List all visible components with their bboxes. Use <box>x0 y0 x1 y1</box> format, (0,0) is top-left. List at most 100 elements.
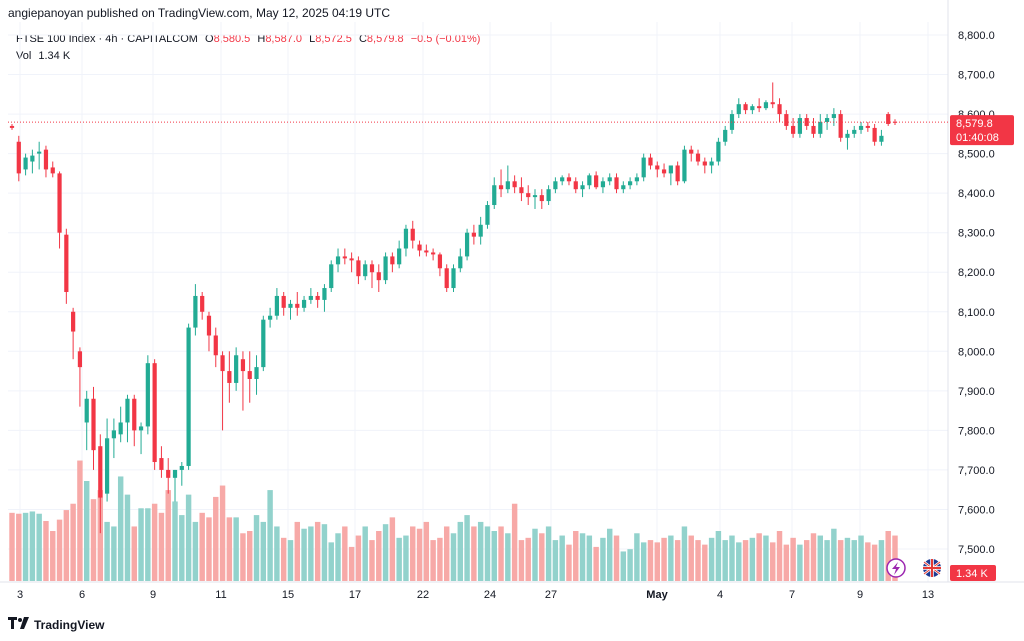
candle-body <box>16 141 21 174</box>
candle-body <box>335 256 341 265</box>
volume-bar <box>206 517 212 581</box>
candle-body <box>485 205 490 225</box>
volume-bar <box>389 517 396 581</box>
candle-body <box>200 295 205 312</box>
high-label: H <box>257 33 266 45</box>
volume-bar <box>579 533 586 581</box>
candle-body <box>50 167 55 174</box>
volume-bar <box>681 526 688 581</box>
volume-bar <box>647 540 654 581</box>
lightning-glyph-icon <box>892 562 900 575</box>
volume-bar <box>810 533 817 581</box>
volume-bar <box>430 540 436 581</box>
publisher-credit: angiepanoyan published on TradingView.co… <box>8 6 391 20</box>
candle-body <box>227 371 232 383</box>
volume-bar <box>124 494 131 581</box>
high-value: 8,587.0 <box>265 33 303 45</box>
volume-bar <box>892 535 898 581</box>
candle-body <box>138 426 144 431</box>
x-tick-label: 13 <box>922 589 934 601</box>
candle-body <box>872 127 877 142</box>
candle-body <box>682 149 687 182</box>
volume-bar <box>158 512 165 581</box>
price-tag <box>950 115 1014 146</box>
volume-bar <box>308 526 314 581</box>
volume-bar <box>532 528 538 581</box>
candle-body <box>247 371 252 379</box>
candle-body <box>64 234 69 292</box>
volume-bar <box>620 551 627 581</box>
x-tick-label: 17 <box>349 589 361 601</box>
candle-body <box>417 244 422 251</box>
volume-bar <box>763 535 769 581</box>
candle-body <box>220 355 225 372</box>
candle-body <box>234 355 239 383</box>
volume-bar <box>702 544 708 581</box>
tradingview-footer: TradingView <box>8 617 104 632</box>
volume-bar <box>97 490 104 581</box>
candle-body <box>777 104 782 115</box>
candle-body <box>614 177 619 190</box>
volume-bar <box>56 519 63 581</box>
candle-body <box>410 228 415 241</box>
volume-bar <box>185 494 192 581</box>
candle-body <box>838 114 843 138</box>
volume-bar <box>770 542 776 581</box>
candle-body <box>505 181 510 190</box>
volume-bar <box>29 511 36 581</box>
candle-body <box>193 295 198 328</box>
symbol-title[interactable]: FTSE 100 Index · 4h · CAPITALCOM <box>16 33 198 45</box>
volume-bar <box>851 540 857 581</box>
candle-body <box>315 295 320 300</box>
volume-bar <box>416 528 423 581</box>
volume-bar <box>654 542 660 581</box>
volume-bar <box>138 508 144 581</box>
candle-body <box>546 189 551 202</box>
volume-bar <box>668 535 674 581</box>
candle-body <box>757 106 762 109</box>
candle-body <box>132 398 137 431</box>
volume-bar <box>301 528 307 581</box>
x-tick-label: 7 <box>789 589 795 601</box>
candle-body <box>661 169 667 174</box>
close-label: C <box>358 33 367 45</box>
candle-body <box>607 177 612 182</box>
candle-body <box>763 102 769 109</box>
x-tick-label: 6 <box>79 589 85 601</box>
volume-bar <box>219 485 226 581</box>
candle-body <box>723 129 728 142</box>
volume-bar <box>151 503 158 581</box>
y-tick-label: 8,400.0 <box>958 188 995 200</box>
volume-bar <box>498 526 504 581</box>
candle-body <box>186 327 191 466</box>
volume-bar <box>783 544 790 581</box>
candle-body <box>369 264 375 273</box>
volume-bar <box>559 535 565 581</box>
y-tick-label: 8,000.0 <box>958 346 995 358</box>
candle-body <box>57 173 62 233</box>
candle-body <box>668 165 673 174</box>
candle-body <box>383 256 388 281</box>
x-tick-label: 24 <box>484 589 496 601</box>
volume-bar <box>376 531 382 581</box>
candle-body <box>532 195 538 198</box>
candle-body <box>736 104 741 115</box>
volume-bar <box>817 535 824 581</box>
volume-bar <box>525 537 531 581</box>
candle-body <box>702 161 707 166</box>
volume-bar <box>477 521 484 581</box>
candle-body <box>329 264 334 289</box>
volume-bar <box>593 546 599 581</box>
volume-bar <box>539 533 545 581</box>
volume-bar <box>600 537 606 581</box>
open-value: 8,580.5 <box>213 33 251 45</box>
volume-bar <box>382 524 389 581</box>
candle-body <box>831 114 836 119</box>
candle-body <box>240 359 246 372</box>
x-tick-label: 4 <box>717 589 723 601</box>
volume-bar <box>145 508 151 581</box>
volume-bar <box>77 460 83 581</box>
candle-body <box>791 125 796 134</box>
candle-body <box>390 256 395 265</box>
